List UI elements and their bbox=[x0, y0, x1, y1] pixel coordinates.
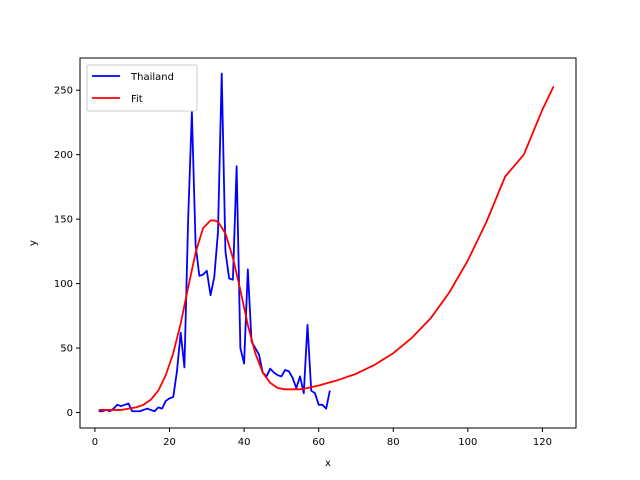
y-tick-label: 0 bbox=[67, 408, 73, 419]
legend-label-fit: Fit bbox=[131, 94, 143, 105]
series-line-fit bbox=[98, 85, 555, 411]
y-tick-label: 50 bbox=[60, 344, 73, 355]
legend: Thailand Fit bbox=[86, 64, 198, 112]
y-tick-label: 200 bbox=[54, 150, 73, 161]
x-tick-label: 40 bbox=[238, 437, 251, 448]
x-tick-label: 20 bbox=[163, 437, 176, 448]
x-tick-label: 80 bbox=[387, 437, 400, 448]
y-tick-label: 150 bbox=[54, 215, 73, 226]
y-axis-ticks: 0 50 100 150 200 250 bbox=[54, 86, 80, 419]
series-line-thailand bbox=[98, 72, 331, 413]
x-axis-label: x bbox=[325, 458, 331, 469]
y-axis-label: y bbox=[28, 240, 39, 246]
x-tick-label: 100 bbox=[458, 437, 477, 448]
plot-frame bbox=[79, 57, 577, 429]
x-tick-label: 60 bbox=[312, 437, 325, 448]
y-tick-label: 100 bbox=[54, 279, 73, 290]
x-axis-ticks: 0 20 40 60 80 100 120 bbox=[92, 428, 552, 448]
x-tick-label: 120 bbox=[533, 437, 552, 448]
y-tick-label: 250 bbox=[54, 86, 73, 97]
legend-label-thailand: Thailand bbox=[130, 72, 174, 83]
series-layer bbox=[98, 72, 555, 413]
x-tick-label: 0 bbox=[92, 437, 98, 448]
